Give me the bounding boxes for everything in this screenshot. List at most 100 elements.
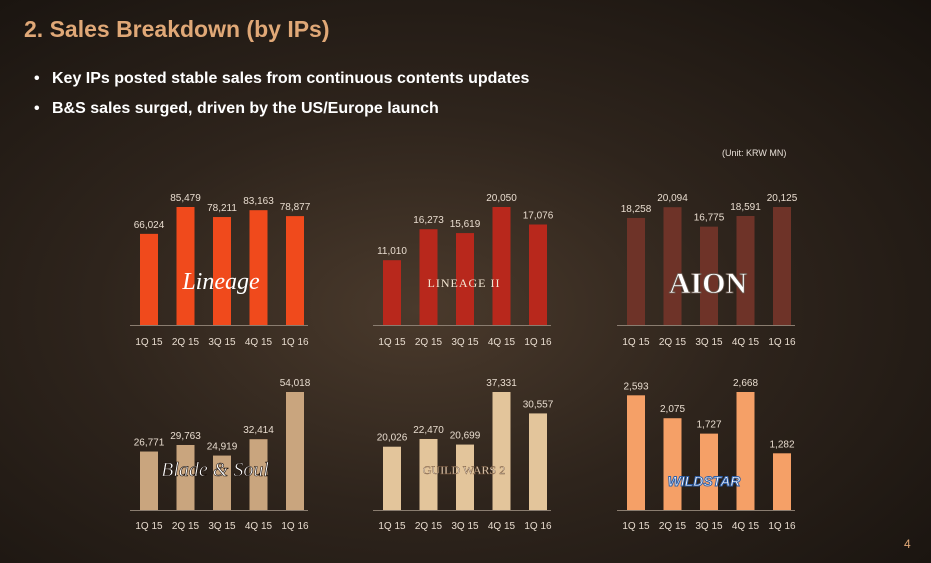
tick-label: 1Q 16 xyxy=(524,521,552,532)
bar xyxy=(286,392,304,510)
aion-logo: AION xyxy=(669,267,748,300)
tick-label: 2Q 15 xyxy=(415,337,443,348)
chart-panel: 66,024 1Q 15 85,479 2Q 15 78,211 3Q 15 83,163 4… xyxy=(130,193,311,348)
data-label: 66,024 xyxy=(134,220,165,231)
tick-label: 1Q 15 xyxy=(378,337,406,348)
tick-label: 3Q 15 xyxy=(208,337,236,348)
tick-label: 1Q 15 xyxy=(622,337,650,348)
lineage-logo: Lineage xyxy=(181,269,260,295)
bar xyxy=(700,433,718,510)
bullet-list: Key IPs posted stable sales from continu… xyxy=(34,68,529,128)
bar xyxy=(456,233,474,325)
bar xyxy=(213,455,231,510)
data-label: 17,076 xyxy=(523,211,554,222)
tick-label: 4Q 15 xyxy=(732,337,760,348)
bar xyxy=(773,207,791,325)
bar xyxy=(176,444,195,510)
data-label: 1,727 xyxy=(696,420,721,431)
tick-label: 2Q 15 xyxy=(659,337,687,348)
tick-label: 3Q 15 xyxy=(695,521,723,532)
tick-label: 4Q 15 xyxy=(732,521,760,532)
tick-label: 4Q 15 xyxy=(488,337,516,348)
data-label: 30,557 xyxy=(523,399,554,410)
blade-and-soul-logo: Blade & Soul xyxy=(161,459,269,481)
tick-label: 1Q 16 xyxy=(281,521,309,532)
data-label: 18,258 xyxy=(621,204,652,215)
data-label: 15,619 xyxy=(450,219,481,230)
data-label: 26,771 xyxy=(134,438,165,449)
bullet-item: Key IPs posted stable sales from continu… xyxy=(34,68,529,98)
data-label: 20,050 xyxy=(486,193,517,204)
data-label: 20,094 xyxy=(657,193,688,204)
tick-label: 2Q 15 xyxy=(659,521,687,532)
data-label: 29,763 xyxy=(170,431,201,442)
bar xyxy=(140,233,158,325)
data-label: 2,668 xyxy=(733,378,758,389)
tick-label: 3Q 15 xyxy=(451,521,479,532)
data-label: 22,470 xyxy=(413,425,444,436)
tick-label: 1Q 16 xyxy=(768,337,796,348)
data-label: 11,010 xyxy=(377,246,407,257)
bar xyxy=(456,444,474,510)
chart-panel: 20,026 1Q 15 22,470 2Q 15 20,699 3Q 15 37,331 4… xyxy=(373,378,554,532)
tick-label: 2Q 15 xyxy=(172,337,200,348)
data-label: 32,414 xyxy=(243,425,274,436)
data-label: 18,591 xyxy=(730,202,761,213)
tick-label: 1Q 15 xyxy=(135,521,163,532)
bar xyxy=(663,207,682,325)
bar xyxy=(419,438,438,510)
bar xyxy=(529,224,547,325)
tick-label: 3Q 15 xyxy=(695,337,723,348)
chart-panel: 18,258 1Q 15 20,094 2Q 15 16,775 3Q 15 18,591 4… xyxy=(617,193,798,348)
bar xyxy=(176,207,195,325)
bar xyxy=(663,418,682,510)
tick-label: 3Q 15 xyxy=(208,521,236,532)
bar xyxy=(627,395,645,510)
tick-label: 1Q 16 xyxy=(524,337,552,348)
bar xyxy=(492,207,511,325)
data-label: 20,125 xyxy=(767,193,798,204)
tick-label: 1Q 15 xyxy=(622,521,650,532)
bullet-item: B&S sales surged, driven by the US/Europ… xyxy=(34,98,529,128)
bar xyxy=(492,392,511,510)
data-label: 2,075 xyxy=(660,404,685,415)
data-label: 20,026 xyxy=(377,433,408,444)
data-label: 83,163 xyxy=(243,196,274,207)
tick-label: 1Q 15 xyxy=(135,337,163,348)
tick-label: 1Q 16 xyxy=(281,337,309,348)
bar xyxy=(140,451,158,510)
data-label: 78,211 xyxy=(207,203,237,214)
tick-label: 4Q 15 xyxy=(245,337,273,348)
bar xyxy=(383,260,401,325)
bar xyxy=(249,210,268,325)
bar xyxy=(383,446,401,510)
bar xyxy=(529,413,547,510)
tick-label: 1Q 16 xyxy=(768,521,796,532)
data-label: 85,479 xyxy=(170,193,201,204)
tick-label: 2Q 15 xyxy=(172,521,200,532)
bar xyxy=(700,226,718,325)
page-title: 2. Sales Breakdown (by IPs) xyxy=(24,16,330,42)
chart-panel: 26,771 1Q 15 29,763 2Q 15 24,919 3Q 15 32,414 4… xyxy=(130,378,311,532)
data-label: 16,273 xyxy=(413,215,444,226)
unit-label: (Unit: KRW MN) xyxy=(722,148,787,158)
chart-panel: 2,593 1Q 15 2,075 2Q 15 1,727 3Q 15 2,668 4Q 15… xyxy=(617,378,796,532)
bar xyxy=(736,392,755,510)
data-label: 2,593 xyxy=(623,381,648,392)
tick-label: 4Q 15 xyxy=(488,521,516,532)
data-label: 37,331 xyxy=(486,378,517,389)
data-label: 54,018 xyxy=(280,378,311,389)
bar xyxy=(627,217,645,325)
chart-panel: 11,010 1Q 15 16,273 2Q 15 15,619 3Q 15 20,050 4… xyxy=(373,193,554,348)
data-label: 16,775 xyxy=(694,213,725,224)
bar xyxy=(286,216,304,325)
tick-label: 4Q 15 xyxy=(245,521,273,532)
data-label: 24,919 xyxy=(207,442,238,453)
bar xyxy=(773,453,791,510)
guild-wars-2-logo: GUILD WARS 2 xyxy=(423,463,505,477)
bar xyxy=(419,229,438,325)
bar xyxy=(213,217,231,325)
data-label: 1,282 xyxy=(769,439,794,450)
bar xyxy=(249,439,268,510)
